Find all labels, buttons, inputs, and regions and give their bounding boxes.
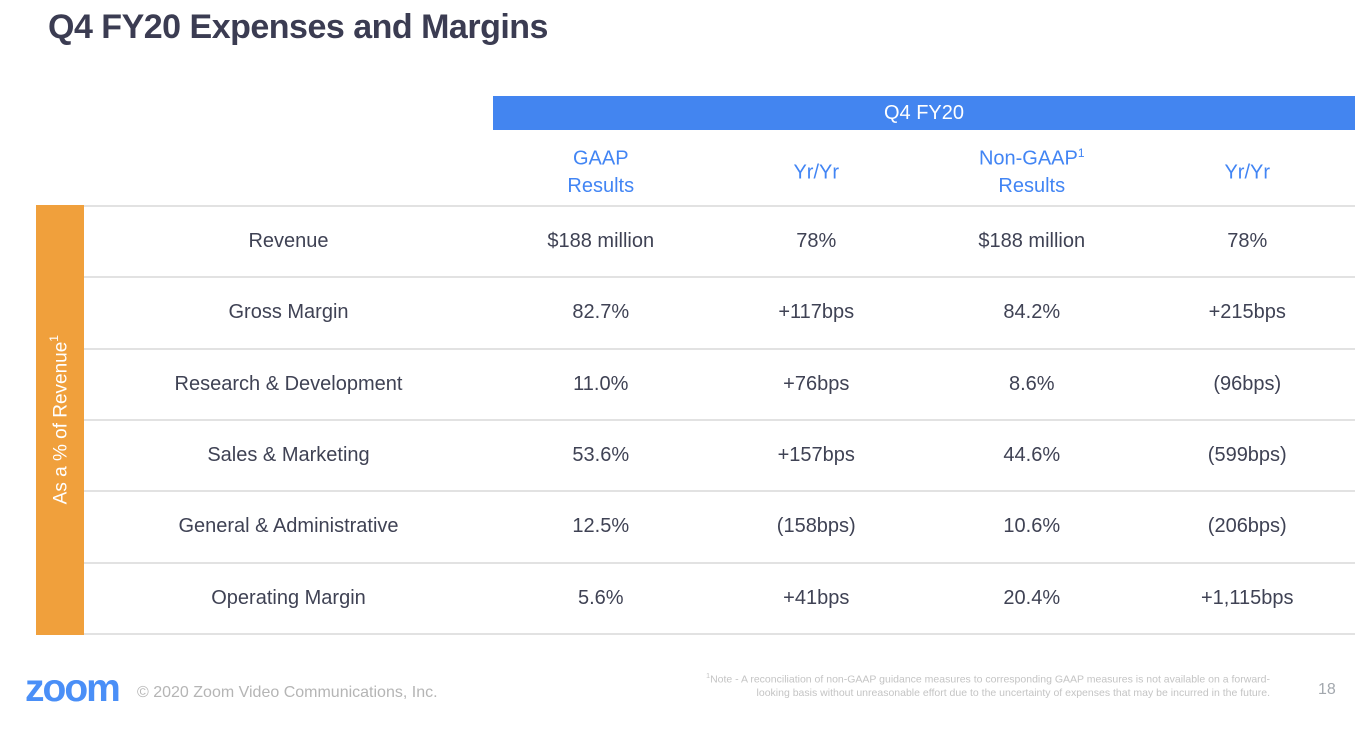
row-axis-superscript: 1 bbox=[47, 335, 62, 343]
row-label: Research & Development bbox=[174, 372, 403, 395]
column-headers: GAAP Results Yr/Yr Non-GAAP1 Results Yr/… bbox=[493, 138, 1355, 202]
non-gaap-yoy-cell: +1,115bps bbox=[1201, 586, 1294, 609]
table-row: Revenue $188 million 78% $188 million 78… bbox=[84, 205, 1355, 276]
column-header-line2: Results bbox=[998, 174, 1066, 197]
table-row: Research & Development 11.0% +76bps 8.6%… bbox=[84, 347, 1355, 419]
page-title: Q4 FY20 Expenses and Margins bbox=[48, 8, 548, 46]
row-label: Gross Margin bbox=[228, 301, 349, 324]
column-header-sup: 1 bbox=[1077, 146, 1085, 161]
footnote: 1Note - A reconciliation of non-GAAP gui… bbox=[650, 670, 1270, 700]
column-header-non-gaap-yoy: Yr/Yr bbox=[1140, 138, 1356, 202]
row-label: Revenue bbox=[248, 230, 329, 253]
non-gaap-yoy-cell: (206bps) bbox=[1207, 515, 1287, 538]
column-header-gaap-yoy: Yr/Yr bbox=[709, 138, 925, 202]
gaap-result-cell: $188 million bbox=[547, 230, 655, 253]
column-header-line1: Yr/Yr bbox=[793, 161, 840, 184]
table-row: Gross Margin 82.7% +117bps 84.2% +215bps bbox=[84, 276, 1355, 347]
footnote-superscript: 1 bbox=[706, 673, 711, 680]
gaap-yoy-cell: (158bps) bbox=[776, 515, 856, 538]
gaap-yoy-cell: +76bps bbox=[783, 372, 850, 395]
gaap-result-cell: 11.0% bbox=[573, 372, 629, 395]
gaap-result-cell: 53.6% bbox=[572, 444, 630, 467]
footnote-line1-text: Note - A reconciliation of non-GAAP guid… bbox=[710, 673, 1270, 686]
non-gaap-yoy-cell: 78% bbox=[1227, 230, 1268, 253]
gaap-yoy-cell: 78% bbox=[796, 230, 837, 253]
non-gaap-result-cell: 44.6% bbox=[1003, 444, 1061, 467]
table-row: Operating Margin 5.6% +41bps 20.4% +1,11… bbox=[84, 561, 1355, 633]
non-gaap-yoy-cell: (599bps) bbox=[1207, 444, 1287, 467]
row-axis-band: As a % of Revenue1 bbox=[36, 205, 84, 635]
column-header-gaap-results: GAAP Results bbox=[493, 138, 709, 202]
non-gaap-result-cell: 8.6% bbox=[1008, 372, 1055, 395]
column-header-line1: GAAP bbox=[572, 147, 629, 170]
gaap-yoy-cell: +157bps bbox=[777, 444, 855, 467]
column-header-line2: Results bbox=[567, 174, 635, 197]
table-row: Sales & Marketing 53.6% +157bps 44.6% (5… bbox=[84, 418, 1355, 490]
non-gaap-result-cell: 20.4% bbox=[1003, 586, 1061, 609]
column-header-non-gaap-results: Non-GAAP1 Results bbox=[924, 138, 1140, 202]
non-gaap-result-cell: 84.2% bbox=[1003, 301, 1061, 324]
row-axis-label: As a % of Revenue1 bbox=[47, 335, 72, 504]
footnote-line1: 1Note - A reconciliation of non-GAAP gui… bbox=[650, 670, 1270, 687]
row-label: Operating Margin bbox=[211, 586, 366, 609]
copyright-text: © 2020 Zoom Video Communications, Inc. bbox=[137, 684, 438, 701]
non-gaap-result-cell: 10.6% bbox=[1003, 515, 1061, 538]
footnote-line2: looking basis without unreasonable effor… bbox=[756, 686, 1270, 699]
page-number: 18 bbox=[1318, 681, 1336, 698]
non-gaap-yoy-cell: (96bps) bbox=[1213, 372, 1282, 395]
table-group-header: Q4 FY20 bbox=[493, 96, 1355, 130]
expenses-margins-table: Revenue $188 million 78% $188 million 78… bbox=[84, 205, 1355, 635]
column-header-line1: Yr/Yr bbox=[1224, 161, 1271, 184]
non-gaap-yoy-cell: +215bps bbox=[1208, 301, 1286, 324]
gaap-result-cell: 12.5% bbox=[572, 515, 630, 538]
row-label: Sales & Marketing bbox=[207, 444, 370, 467]
zoom-logo: zoom bbox=[25, 667, 121, 710]
row-label: General & Administrative bbox=[178, 515, 399, 538]
column-header-line1: Non-GAAP bbox=[978, 147, 1078, 170]
gaap-yoy-cell: +117bps bbox=[778, 301, 855, 324]
gaap-result-cell: 82.7% bbox=[572, 301, 630, 324]
gaap-yoy-cell: +41bps bbox=[783, 586, 850, 609]
gaap-result-cell: 5.6% bbox=[577, 586, 624, 609]
non-gaap-result-cell: $188 million bbox=[978, 230, 1086, 253]
table-row: General & Administrative 12.5% (158bps) … bbox=[84, 490, 1355, 561]
row-axis-label-text: As a % of Revenue bbox=[50, 342, 72, 505]
